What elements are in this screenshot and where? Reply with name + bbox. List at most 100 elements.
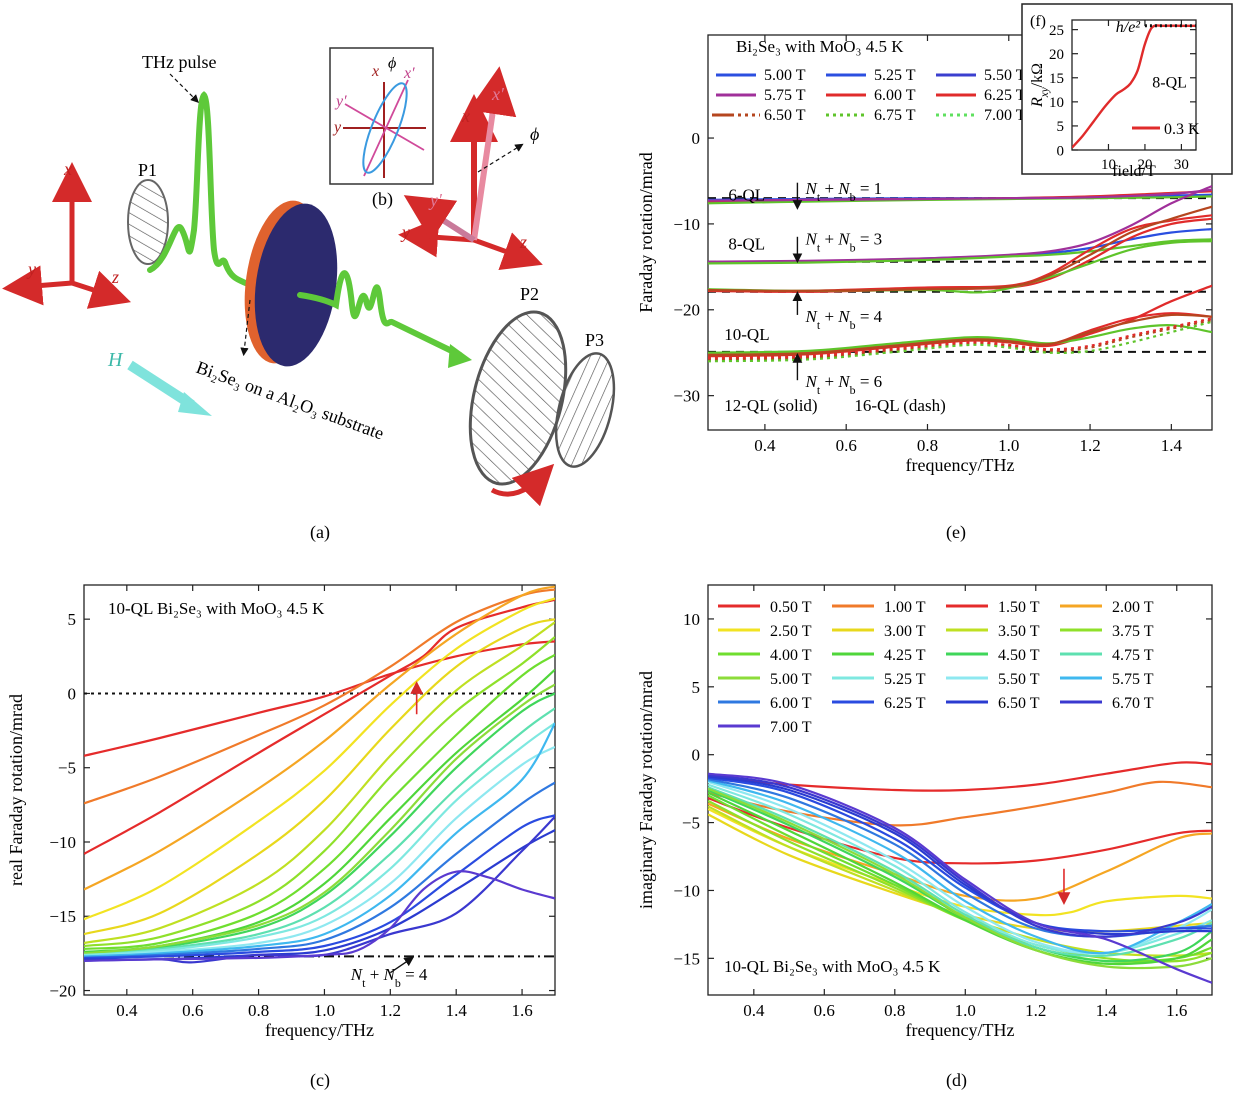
x-tick-label: 0.6 [814,1001,835,1020]
annotation: 8-QL [728,235,765,254]
x-tick-label: 0.6 [836,436,857,455]
p3-label: P3 [585,330,604,350]
x-tick-label: 20 [1137,157,1152,173]
axis-y-left: y [26,259,36,279]
annotation: 6-QL [728,186,765,205]
y-tick-label: 5 [1057,119,1065,135]
legend-label: 6.70 T [1112,695,1154,712]
chart-d: 0.4 0.6 0.8 1.0 1.2 1.4 1.6 10 5 0 −5 −10 −15 frequen… [636,584,1213,1040]
legend-label: 5.00 T [770,671,812,688]
x-tick-label: 1.2 [1025,1001,1046,1020]
series-line-375T [84,636,555,948]
caption-e: (e) [946,522,966,543]
series-line-200T [84,585,555,891]
thz-pulse-label: THz pulse [142,52,216,72]
thz-pulse-wave [147,91,253,288]
annotation: Nt + Nb = 4 [350,965,428,990]
y-tick-label: −15 [673,949,700,968]
panel-b-inset: x ϕ x′ y′ y (b) [329,47,434,210]
series-line-650T [708,775,1212,936]
legend-label: 1.00 T [884,599,926,616]
x-tick-label: 0.8 [917,436,938,455]
series-line-475T [84,707,555,956]
y-tick-label: −10 [673,881,700,900]
series-line-550T [84,745,555,958]
legend-title: Bi₂Se₃ with MoO₃ 4.5 K [736,37,904,56]
y-axis-label: Faraday rotation/mrad [636,152,656,312]
series-line-300T [84,618,555,936]
rotation-arrow [490,463,555,507]
legend-label: 0.50 T [770,599,812,616]
annotation: Nt + Nb = 6 [805,372,883,397]
annotation: 10-QL [724,325,769,344]
y-tick-label: −20 [49,981,76,1000]
y-tick-label: 5 [68,610,77,629]
legend-label: 5.75 T [1112,671,1154,688]
b-xp: x′ [403,65,415,82]
x-tick-label: 0.8 [248,1001,269,1020]
series-line-3 [708,188,1212,202]
chart-c: 0.4 0.6 0.8 1.0 1.2 1.4 1.6 5 0 −5 −10 −15 −20 freque… [6,584,556,1040]
series-line-500T [84,683,555,955]
series-line-10 [708,205,1212,293]
x-axis-label: field/T [1112,163,1156,180]
annotation: Nt + Nb = 4 [805,307,883,332]
axis-yp-right: y′ [428,190,443,210]
series-line-700T [708,772,1212,984]
p2-label: P2 [520,284,539,304]
series-line-150T [84,598,555,855]
chart-e: 0.4 0.6 0.8 1.0 1.2 1.4 0 −10 −20 −30 frequency/TH… [636,34,1213,475]
x-tick-label: 0.8 [884,1001,905,1020]
axis-x-left: x [63,159,72,179]
p1-label: P1 [138,160,157,180]
y-axis-label: Rxy/kΩ [1029,63,1051,108]
series-line-525T [708,783,1212,955]
axis-z-left: z [111,267,119,287]
series-line-5 [708,185,1212,263]
legend-label: 5.75 T [764,87,806,104]
series-line-050T [84,640,555,757]
chart-f-inset: 10 20 30 0 5 10 15 20 25 field/T Rxy/kΩ (f) h/e² 8-QL… [1021,3,1233,180]
legend-label: 4.25 T [884,647,926,664]
series-line-500T [708,787,1212,970]
legend-title: 10-QL Bi₂Se₃ with MoO₃ 4.5 K [724,957,941,976]
legend-label: 5.00 T [764,67,806,84]
series-line-350T [84,621,555,945]
series-group [1072,24,1196,149]
legend-label: 3.50 T [998,623,1040,640]
y-axis-label: imaginary Faraday rotation/mrad [636,671,656,909]
x-tick-label: 0.4 [743,1001,765,1020]
series-line-700T [84,870,555,962]
x-tick-label: 1.6 [1166,1001,1187,1020]
y-tick-label: −20 [673,301,700,320]
series-line-450T [84,692,555,955]
annotation: Nt + Nb = 3 [805,230,883,255]
series-line-03K [1072,24,1196,149]
y-tick-label: 0 [1057,143,1065,159]
legend-label: 7.00 T [984,107,1026,124]
x-axis-label: frequency/THz [265,1020,374,1040]
series-line-550T [708,780,1212,955]
x-tick-label: 1.4 [1096,1001,1118,1020]
series-line-100T [708,780,1212,827]
y-tick-label: −5 [58,759,76,778]
x-tick-label: 1.0 [998,436,1019,455]
h-label: H [107,349,124,371]
series-line-670T [708,774,1212,938]
legend-label: 6.00 T [874,87,916,104]
x-tick-label: 1.6 [511,1001,532,1020]
series-group [708,761,1212,984]
y-tick-label: 10 [683,610,700,629]
legend-label: 2.50 T [770,623,812,640]
legend-label: 0.3 K [1164,121,1200,138]
annotation: 16-QL (dash) [854,396,945,415]
axis-xp-right: x′ [491,84,505,104]
legend-label: 4.00 T [770,647,812,664]
y-tick-label: 25 [1049,23,1064,39]
axes-triad-right: x y z x′ y′ ϕ [398,66,543,271]
series-line-625T [84,814,555,959]
sample-disk [254,203,338,367]
b-y: y [332,119,342,136]
inset-title: (f) [1030,13,1046,30]
y-tick-label: 15 [1049,71,1064,87]
